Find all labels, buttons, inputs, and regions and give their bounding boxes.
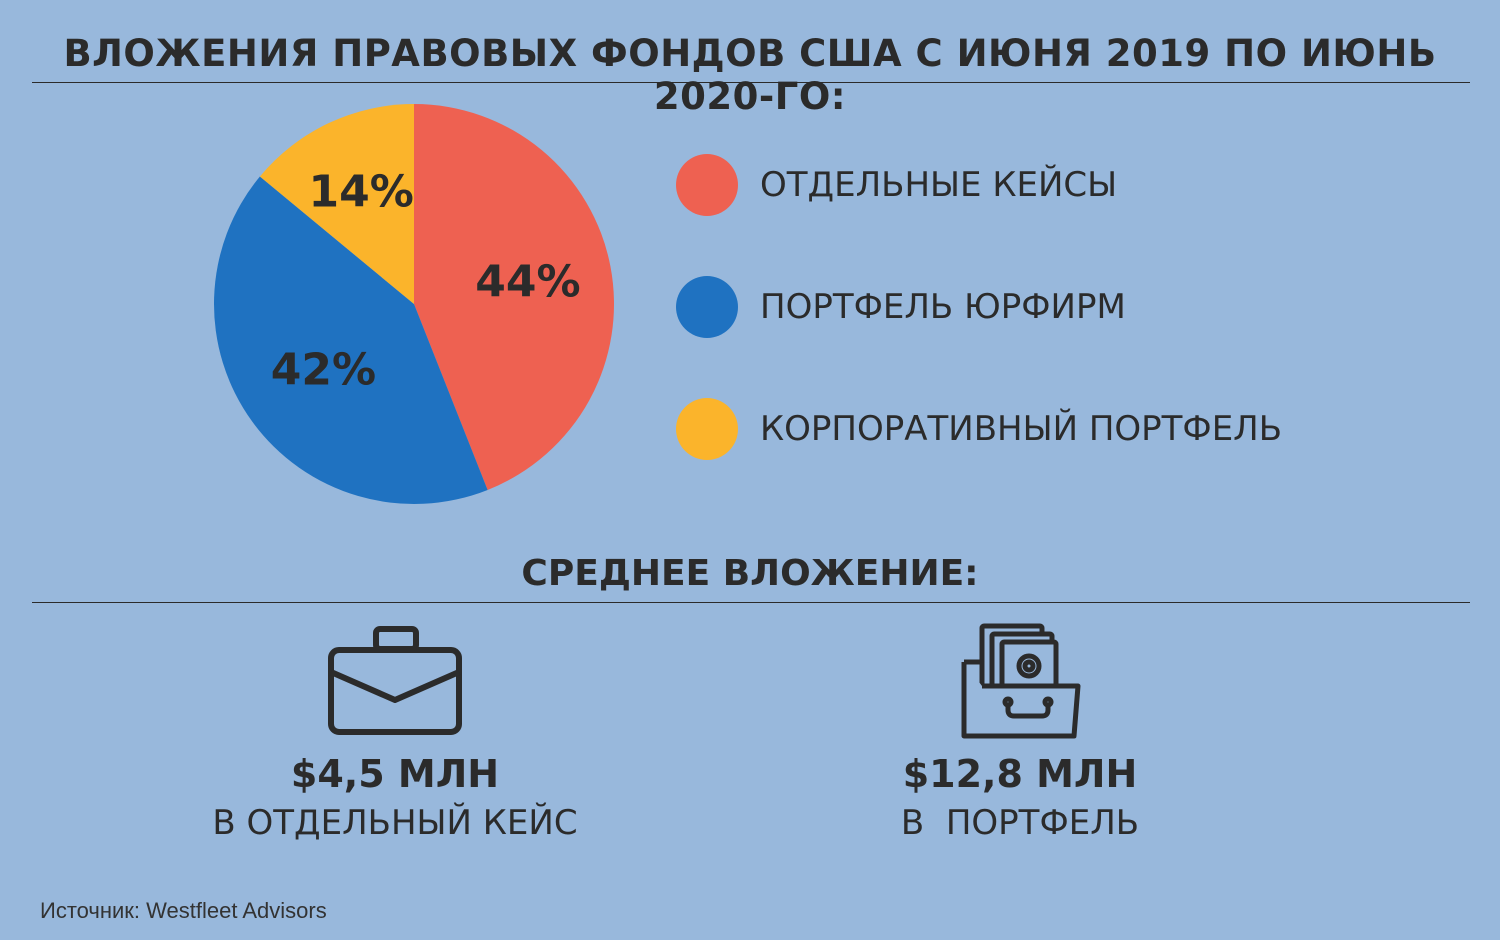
stat-value-portfolio: $12,8 МЛН [902,752,1138,796]
legend-label: КОРПОРАТИВНЫЙ ПОРТФЕЛЬ [760,409,1283,449]
stat-caption-single-case: В ОТДЕЛЬНЫЙ КЕЙС [212,803,578,843]
legend-swatch-law-firm-portfolio [676,276,738,338]
legend-swatch-corporate-portfolio [676,398,738,460]
pie-slice-law-firm-portfolio [213,176,488,504]
stat-caption-portfolio: В ПОРТФЕЛЬ [900,803,1140,843]
legend-item-law-firm-portfolio: ПОРТФЕЛЬ ЮРФИРМ [676,276,1126,338]
subtitle-divider [32,602,1470,603]
stat-value-single-case: $4,5 МЛН [290,752,500,796]
pie-label-corporate-portfolio: 14% [308,166,414,218]
title-divider [32,82,1470,83]
legend-item-corporate-portfolio: КОРПОРАТИВНЫЙ ПОРТФЕЛЬ [676,398,1282,460]
legend-label: ОТДЕЛЬНЫЕ КЕЙСЫ [760,165,1118,205]
legend-swatch-single-cases [676,154,738,216]
source-note: Источник: Westfleet Advisors [40,898,327,923]
average-investment-heading: СРЕДНЕЕ ВЛОЖЕНИЕ: [521,553,979,594]
pie-label-law-firm-portfolio: 42% [270,344,377,396]
folder-portfolio-icon [961,623,1081,739]
pie-slice-single-cases [414,104,614,490]
pie-slice-corporate-portfolio [259,104,414,304]
briefcase-icon [328,626,462,735]
legend-item-single-cases: ОТДЕЛЬНЫЕ КЕЙСЫ [676,154,1117,216]
pie-chart [213,104,614,504]
legend-label: ПОРТФЕЛЬ ЮРФИРМ [760,287,1126,327]
pie-label-single-cases: 44% [475,256,581,308]
